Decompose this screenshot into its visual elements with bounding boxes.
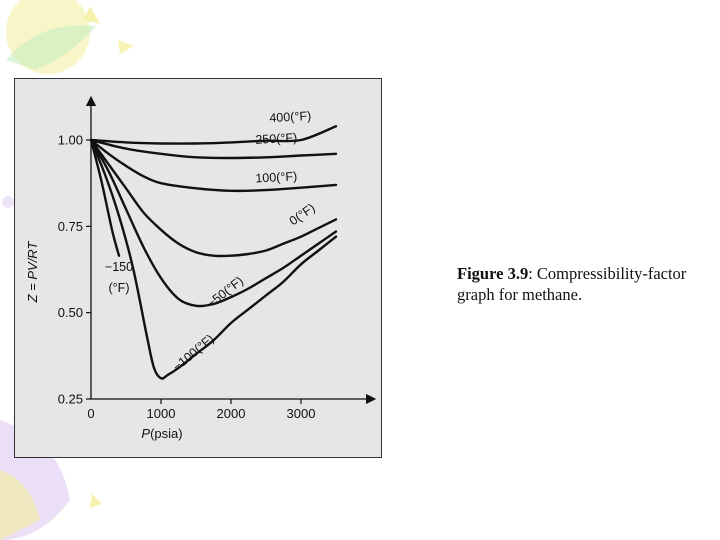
curve-line <box>89 138 338 193</box>
y-tick-label: 0.50 <box>58 305 83 320</box>
curve-label: 0(°F) <box>287 201 318 228</box>
x-tick-label: 1000 <box>147 406 176 421</box>
curve-label: −150 <box>105 260 133 274</box>
figure-label: Figure 3.9 <box>457 264 529 283</box>
x-axis-label-var: P <box>141 426 150 441</box>
curve-label: −100(°F) <box>170 332 217 374</box>
chart-panel: 1.00 0.75 0.50 0.25 0 1000 2000 3000 400(°F) 25… <box>14 78 382 458</box>
x-tick-label: 2000 <box>217 406 246 421</box>
curve-labels: 400(°F)250(°F)100(°F)0(°F)−50(°F)−100(°F… <box>105 109 318 374</box>
y-tick-label: 0.75 <box>58 219 83 234</box>
x-ticks: 0 1000 2000 3000 <box>87 399 315 421</box>
curve-line <box>89 138 338 160</box>
curve-line <box>89 138 338 258</box>
caption-text: : Compressibility-factor graph for metha… <box>457 264 687 304</box>
y-axis-label: Z = PV/RT <box>25 241 40 304</box>
sun-decoration-top-left <box>6 0 134 74</box>
curves <box>89 125 338 380</box>
figure-caption: Figure 3.9: Compressibility-factor graph… <box>457 263 717 305</box>
curve-label: 250(°F) <box>255 131 298 147</box>
y-tick-label: 1.00 <box>58 133 83 148</box>
x-axis-label: P(psia) <box>141 426 182 441</box>
x-axis-label-unit: (psia) <box>150 426 183 441</box>
curve-line <box>89 125 338 145</box>
compressibility-chart: 1.00 0.75 0.50 0.25 0 1000 2000 3000 400(°F) 25… <box>25 95 377 441</box>
x-tick-label: 0 <box>87 406 94 421</box>
x-tick-label: 3000 <box>287 406 316 421</box>
curve-label: 100(°F) <box>255 169 298 185</box>
y-ticks: 1.00 0.75 0.50 0.25 <box>58 133 91 407</box>
curve-line <box>89 138 338 380</box>
curve-label: 400(°F) <box>269 109 312 125</box>
y-tick-label: 0.25 <box>58 392 83 407</box>
curve-label: (°F) <box>109 281 130 295</box>
curve-line <box>89 138 338 308</box>
curve-line <box>89 138 121 257</box>
